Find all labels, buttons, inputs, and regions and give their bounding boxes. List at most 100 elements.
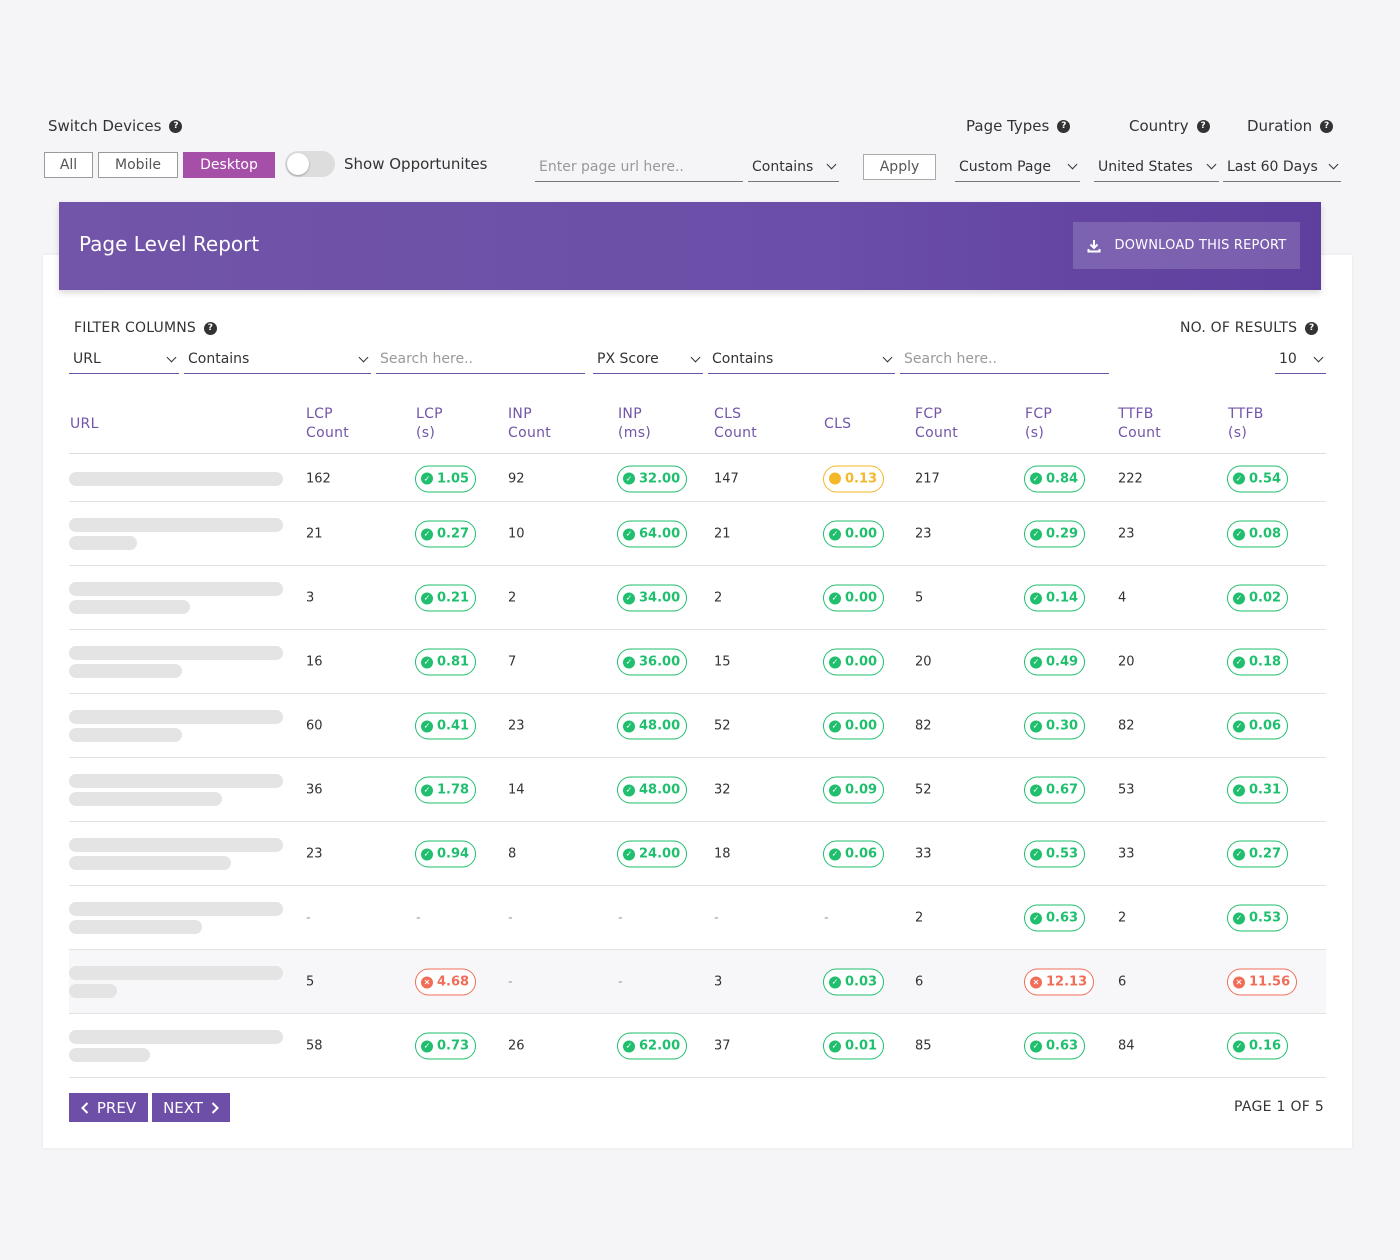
url-cell[interactable]: [69, 886, 284, 950]
check-circle-icon: ✓: [623, 848, 635, 860]
url-cell[interactable]: [69, 822, 284, 886]
column-header-fcp[interactable]: FCP (s): [1025, 405, 1052, 443]
badge-value: 0.00: [845, 718, 878, 734]
results-count-select[interactable]: 10: [1275, 345, 1326, 374]
check-circle-icon: ✓: [623, 1040, 635, 1052]
table-row[interactable]: - - - - - - 2 ✓ 0.63 2 ✓ 0.53: [69, 886, 1326, 950]
help-icon[interactable]: ?: [1196, 119, 1210, 133]
check-circle-icon: ✓: [623, 720, 635, 732]
ttfb-score-badge: ✓ 0.08: [1227, 520, 1289, 548]
badge-value: 0.94: [437, 846, 470, 862]
download-report-button[interactable]: DOWNLOAD THIS REPORT: [1073, 222, 1300, 269]
chevron-down-icon: [690, 352, 701, 362]
filter-operator-1-select[interactable]: Contains: [184, 345, 371, 374]
page-url-field[interactable]: [535, 152, 743, 182]
url-cell[interactable]: [69, 455, 284, 502]
duration-select[interactable]: Last 60 Days: [1223, 152, 1341, 182]
url-cell[interactable]: [69, 758, 284, 822]
column-header-line-1: CLS: [824, 416, 852, 432]
show-opportunities-toggle[interactable]: [285, 151, 335, 177]
column-header-inp-count[interactable]: INP Count: [508, 405, 551, 443]
fcp-score-badge: ✓ 0.14: [1024, 584, 1086, 612]
column-header-lcp-count[interactable]: LCP Count: [306, 405, 349, 443]
fcp-count-cell: 23: [915, 526, 932, 542]
column-header-ttfb-count[interactable]: TTFB Count: [1118, 405, 1161, 443]
url-cell[interactable]: [69, 694, 284, 758]
column-header-url[interactable]: URL: [70, 415, 99, 434]
table-row[interactable]: 36 ✓ 1.78 14 ✓ 48.00 32 ✓ 0.09 52 ✓ 0.67 53 ✓ 0.31: [69, 758, 1326, 822]
match-mode-select[interactable]: Contains: [748, 152, 839, 182]
url-cell[interactable]: [69, 566, 284, 630]
prev-page-button[interactable]: PREV: [69, 1093, 148, 1122]
column-header-line-1: INP: [618, 406, 642, 422]
cls-score-badge: ✓ 0.09: [823, 776, 885, 804]
badge-value: 0.21: [437, 590, 470, 606]
device-mobile-button[interactable]: Mobile: [98, 152, 178, 178]
redacted-url-bar: [69, 1030, 283, 1044]
badge-value: 64.00: [639, 526, 681, 542]
page-url-input[interactable]: [539, 158, 739, 175]
table-row[interactable]: 60 ✓ 0.41 23 ✓ 48.00 52 ✓ 0.00 82 ✓ 0.30 82 ✓ 0.06: [69, 694, 1326, 758]
ttfb-count-cell: 82: [1118, 718, 1135, 734]
url-cell[interactable]: [69, 1014, 284, 1078]
filter-search-1-input[interactable]: [380, 351, 581, 367]
filter-column-1-select[interactable]: URL: [69, 345, 179, 374]
report-header: Page Level Report DOWNLOAD THIS REPORT: [59, 202, 1321, 290]
help-icon[interactable]: ?: [1305, 321, 1319, 335]
badge-value: 0.81: [437, 654, 470, 670]
filter-column-2-select[interactable]: PX Score: [593, 345, 703, 374]
badge-value: 0.01: [845, 1038, 878, 1054]
table-row[interactable]: 162 ✓ 1.05 92 ✓ 32.00 147 0.13 217 ✓ 0.84 222 ✓ 0.54: [69, 455, 1326, 502]
table-row[interactable]: 23 ✓ 0.94 8 ✓ 24.00 18 ✓ 0.06 33 ✓ 0.53 33 ✓ 0.27: [69, 822, 1326, 886]
badge-value: 62.00: [639, 1038, 681, 1054]
ttfb-score-badge: ✓ 0.18: [1227, 648, 1289, 676]
device-desktop-button[interactable]: Desktop: [183, 152, 275, 178]
check-circle-icon: ✓: [421, 848, 433, 860]
column-header-cls-count[interactable]: CLS Count: [714, 405, 757, 443]
column-header-fcp-count[interactable]: FCP Count: [915, 405, 958, 443]
filter-search-1[interactable]: [376, 345, 585, 374]
check-circle-icon: ✓: [1233, 784, 1245, 796]
cls-count-cell: 32: [714, 782, 731, 798]
column-header-lcp[interactable]: LCP (s): [416, 405, 443, 443]
no-of-results-label: NO. OF RESULTS ?: [1180, 320, 1319, 336]
check-circle-icon: ✓: [1030, 1040, 1042, 1052]
device-all-button[interactable]: All: [44, 152, 93, 178]
table-row[interactable]: 3 ✓ 0.21 2 ✓ 34.00 2 ✓ 0.00 5 ✓ 0.14 4 ✓ 0.02: [69, 566, 1326, 630]
fcp-count-cell: 6: [915, 974, 924, 990]
column-header-line-1: TTFB: [1228, 406, 1264, 422]
column-header-inp[interactable]: INP (ms): [618, 405, 651, 443]
apply-button[interactable]: Apply: [863, 154, 936, 180]
filter-search-2[interactable]: [900, 345, 1109, 374]
column-header-cls[interactable]: CLS: [824, 415, 851, 434]
next-page-button[interactable]: NEXT: [152, 1093, 230, 1122]
help-icon[interactable]: ?: [169, 119, 183, 133]
cls-count-cell: 37: [714, 1038, 731, 1054]
table-row[interactable]: 58 ✓ 0.73 26 ✓ 62.00 37 ✓ 0.01 85 ✓ 0.63 84 ✓ 0.16: [69, 1014, 1326, 1078]
help-icon[interactable]: ?: [204, 321, 218, 335]
cls-count-cell: -: [714, 910, 719, 926]
lcp-count-cell: 60: [306, 718, 323, 734]
filter-operator-2-select[interactable]: Contains: [708, 345, 895, 374]
cls-cell: -: [824, 910, 829, 926]
help-icon[interactable]: ?: [1320, 119, 1334, 133]
column-header-ttfb[interactable]: TTFB (s): [1228, 405, 1264, 443]
url-cell[interactable]: [69, 950, 284, 1014]
lcp-count-cell: 3: [306, 590, 315, 606]
inp-cell: -: [618, 974, 623, 990]
table-row[interactable]: 5 × 4.68 - - 3 ✓ 0.03 6 × 12.13 6 × 11.56: [69, 950, 1326, 1014]
check-circle-icon: ✓: [421, 720, 433, 732]
help-icon[interactable]: ?: [1057, 119, 1071, 133]
page-type-select[interactable]: Custom Page: [955, 152, 1080, 182]
url-cell[interactable]: [69, 630, 284, 694]
lcp-count-cell: 5: [306, 974, 315, 990]
country-select[interactable]: United States (: [1094, 152, 1219, 182]
table-row[interactable]: 21 ✓ 0.27 10 ✓ 64.00 21 ✓ 0.00 23 ✓ 0.29 23 ✓ 0.08: [69, 502, 1326, 566]
filter-search-2-input[interactable]: [904, 351, 1105, 367]
check-circle-icon: ✓: [1030, 528, 1042, 540]
url-cell[interactable]: [69, 502, 284, 566]
table-row[interactable]: 16 ✓ 0.81 7 ✓ 36.00 15 ✓ 0.00 20 ✓ 0.49 20 ✓ 0.18: [69, 630, 1326, 694]
badge-value: 0.53: [1249, 910, 1282, 926]
inp-count-cell: 2: [508, 590, 517, 606]
check-circle-icon: ✓: [1233, 592, 1245, 604]
